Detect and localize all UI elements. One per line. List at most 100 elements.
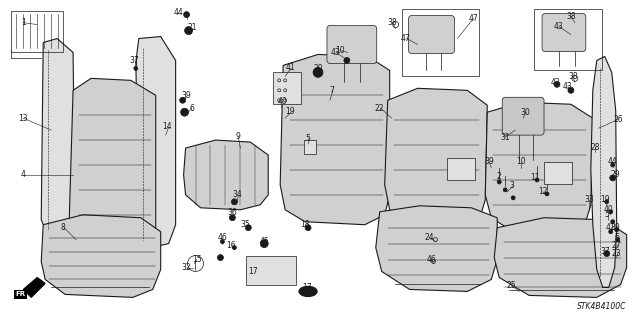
Text: 42: 42 bbox=[550, 78, 560, 87]
Circle shape bbox=[184, 12, 189, 18]
Text: 43: 43 bbox=[563, 82, 573, 91]
Text: 14: 14 bbox=[162, 122, 172, 131]
Text: 7: 7 bbox=[330, 86, 334, 95]
Text: 37: 37 bbox=[601, 247, 611, 256]
Circle shape bbox=[305, 225, 311, 231]
Circle shape bbox=[611, 163, 614, 167]
Polygon shape bbox=[41, 39, 75, 248]
Text: 36: 36 bbox=[227, 208, 237, 217]
Text: 8: 8 bbox=[61, 223, 65, 232]
Text: 47: 47 bbox=[468, 14, 478, 23]
Circle shape bbox=[605, 200, 609, 204]
Text: 10: 10 bbox=[516, 158, 526, 167]
Circle shape bbox=[260, 240, 268, 248]
Polygon shape bbox=[136, 37, 175, 248]
Circle shape bbox=[610, 175, 616, 181]
Text: 45: 45 bbox=[259, 237, 269, 246]
Text: 21: 21 bbox=[188, 23, 197, 32]
Text: 18: 18 bbox=[300, 220, 310, 229]
Text: 5: 5 bbox=[306, 134, 310, 143]
Text: 39: 39 bbox=[484, 158, 494, 167]
Text: STK4B4100C: STK4B4100C bbox=[577, 302, 627, 311]
Text: 22: 22 bbox=[375, 104, 385, 113]
Text: 10: 10 bbox=[335, 46, 345, 55]
Circle shape bbox=[554, 81, 560, 87]
FancyBboxPatch shape bbox=[502, 97, 544, 135]
Text: 29: 29 bbox=[611, 170, 621, 179]
Text: 39: 39 bbox=[611, 223, 621, 232]
Bar bbox=[544, 162, 572, 184]
Polygon shape bbox=[23, 278, 45, 297]
Text: 1: 1 bbox=[21, 18, 26, 27]
Text: 35: 35 bbox=[241, 220, 250, 229]
Circle shape bbox=[232, 199, 237, 205]
Circle shape bbox=[232, 246, 236, 249]
Circle shape bbox=[511, 196, 515, 200]
Text: 4: 4 bbox=[21, 170, 26, 179]
Polygon shape bbox=[41, 215, 161, 297]
Text: 28: 28 bbox=[590, 143, 600, 152]
Circle shape bbox=[344, 57, 350, 63]
Bar bbox=[304, 140, 316, 154]
Text: 6: 6 bbox=[614, 233, 619, 242]
Text: 24: 24 bbox=[425, 233, 435, 242]
Text: 38: 38 bbox=[388, 18, 397, 27]
Text: 19: 19 bbox=[600, 195, 609, 204]
Circle shape bbox=[229, 215, 236, 221]
Text: 26: 26 bbox=[614, 115, 623, 124]
Text: 3: 3 bbox=[509, 182, 515, 190]
Bar bbox=[12, 11, 63, 52]
Text: 46: 46 bbox=[427, 255, 436, 264]
Text: 38: 38 bbox=[568, 72, 578, 81]
Circle shape bbox=[568, 87, 574, 93]
FancyBboxPatch shape bbox=[408, 16, 454, 54]
Ellipse shape bbox=[299, 286, 317, 296]
Circle shape bbox=[611, 220, 614, 224]
Polygon shape bbox=[280, 55, 390, 225]
Text: 5: 5 bbox=[604, 210, 609, 219]
Text: 30: 30 bbox=[520, 108, 530, 117]
Text: 34: 34 bbox=[232, 190, 242, 199]
Circle shape bbox=[134, 66, 138, 70]
Text: 47: 47 bbox=[401, 34, 410, 43]
Text: 19: 19 bbox=[285, 107, 295, 116]
Circle shape bbox=[313, 67, 323, 78]
Circle shape bbox=[609, 210, 612, 214]
Text: 41: 41 bbox=[606, 223, 616, 232]
Circle shape bbox=[180, 97, 186, 103]
Text: 40: 40 bbox=[604, 205, 614, 214]
Text: 25: 25 bbox=[506, 281, 516, 290]
Text: 32: 32 bbox=[182, 263, 191, 272]
Bar bbox=[273, 72, 301, 104]
Circle shape bbox=[245, 225, 252, 231]
Text: 46: 46 bbox=[218, 233, 227, 242]
Text: 9: 9 bbox=[236, 132, 241, 141]
Text: 33: 33 bbox=[584, 195, 594, 204]
Text: 43: 43 bbox=[554, 22, 564, 31]
Text: 13: 13 bbox=[19, 114, 28, 123]
Text: 6: 6 bbox=[189, 104, 194, 113]
Text: 39: 39 bbox=[182, 91, 191, 100]
Text: 20: 20 bbox=[313, 64, 323, 73]
Text: 16: 16 bbox=[227, 241, 236, 250]
Circle shape bbox=[180, 108, 189, 116]
Polygon shape bbox=[485, 102, 593, 235]
Text: 11: 11 bbox=[531, 174, 540, 182]
Text: 2: 2 bbox=[497, 173, 502, 182]
Text: 40: 40 bbox=[277, 97, 287, 106]
Polygon shape bbox=[494, 218, 627, 297]
Text: 38: 38 bbox=[566, 12, 576, 21]
Circle shape bbox=[616, 238, 620, 241]
Text: FR: FR bbox=[15, 292, 26, 297]
Text: 27: 27 bbox=[612, 241, 621, 250]
Circle shape bbox=[220, 240, 225, 244]
Circle shape bbox=[503, 188, 507, 192]
Bar bbox=[534, 9, 602, 70]
FancyBboxPatch shape bbox=[327, 26, 377, 63]
Circle shape bbox=[497, 180, 501, 184]
Polygon shape bbox=[376, 206, 497, 292]
Circle shape bbox=[184, 26, 193, 34]
Circle shape bbox=[609, 230, 612, 234]
Text: 15: 15 bbox=[192, 255, 202, 264]
Text: 41: 41 bbox=[285, 63, 295, 72]
